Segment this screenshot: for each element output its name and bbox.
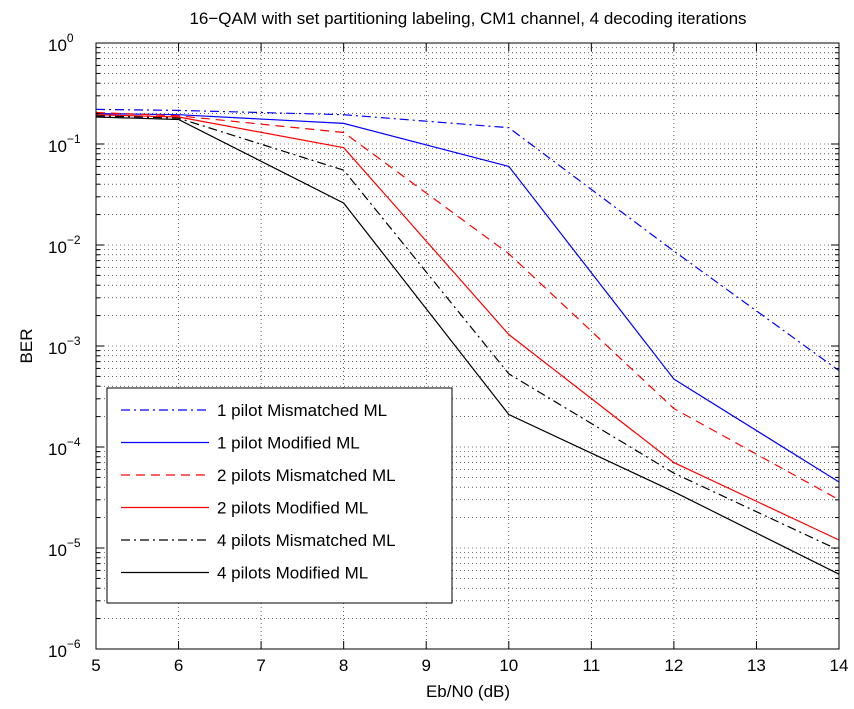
legend-label: 2 pilots Modified ML [217, 499, 368, 518]
legend-box [106, 387, 453, 604]
y-tick-label: 10−2 [48, 233, 81, 257]
legend-label: 2 pilots Mismatched ML [217, 466, 396, 485]
series-line-3 [95, 111, 840, 501]
x-tick-label: 12 [664, 656, 683, 675]
x-tick-label: 13 [747, 656, 766, 675]
y-tick-label: 10−1 [48, 132, 81, 156]
x-tick-label: 10 [499, 656, 518, 675]
x-tick-label: 8 [339, 656, 348, 675]
series-layer [95, 108, 840, 575]
x-tick-label: 6 [174, 656, 183, 675]
y-tick-labels: 100 10−1 10−2 10−3 10−4 10−5 10−6 [48, 31, 81, 661]
legend-label: 1 pilot Mismatched ML [217, 401, 387, 420]
x-tick-label: 14 [830, 656, 849, 675]
chart-title: 16−QAM with set partitioning labeling, C… [189, 9, 746, 28]
series-line-4 [95, 114, 840, 541]
x-tick-label: 5 [91, 656, 100, 675]
x-tick-label: 7 [256, 656, 265, 675]
legend-label: 4 pilots Mismatched ML [217, 531, 396, 550]
y-tick-label: 10−5 [48, 536, 81, 560]
x-tick-label: 9 [421, 656, 430, 675]
y-tick-label: 10−4 [48, 435, 81, 459]
y-tick-label: 10−3 [48, 334, 81, 358]
y-tick-label: 100 [48, 31, 74, 55]
series-line-2 [95, 113, 840, 483]
x-tick-labels: 5 6 7 8 9 10 11 12 13 14 [91, 656, 848, 675]
legend-label: 1 pilot Modified ML [217, 434, 360, 453]
x-axis-label: Eb/N0 (dB) [426, 682, 510, 701]
y-tick-label: 10−6 [48, 637, 81, 661]
legend: 1 pilot Mismatched ML 1 pilot Modified ML… [106, 387, 453, 604]
series-line-1 [95, 108, 840, 372]
x-tick-label: 11 [583, 656, 601, 675]
y-axis-label: BER [17, 329, 36, 364]
series-line-5 [95, 115, 840, 551]
axis-ticks [95, 43, 840, 650]
series-line-6 [95, 116, 840, 575]
legend-label: 4 pilots Modified ML [217, 564, 368, 583]
